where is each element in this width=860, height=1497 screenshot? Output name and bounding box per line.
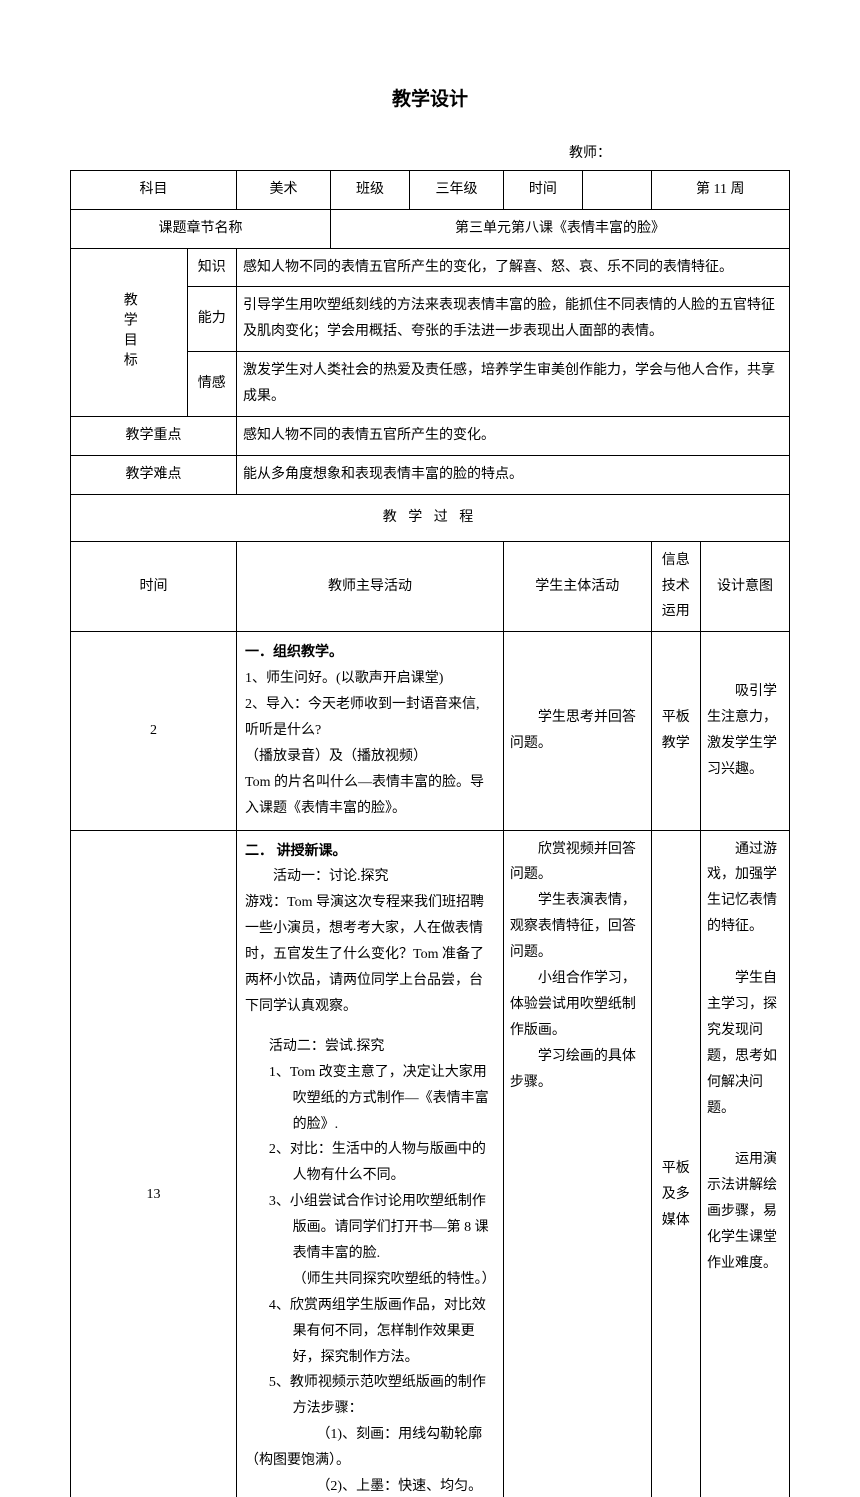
class-value: 三年级 [410,170,504,209]
row1-intent: 吸引学生注意力，激发学生学习兴趣。 [701,632,790,830]
ability-label: 能力 [187,287,236,352]
row2-sub1: 活动一：讨论.探究 [245,864,495,890]
difficulty-text: 能从多角度想象和表现表情丰富的脸的特点。 [237,455,790,494]
lesson-plan-table: 科目 美术 班级 三年级 时间 第 11 周 课题章节名称 第三单元第八课《表情… [70,170,790,1497]
spacer [245,1020,495,1034]
difficulty-label: 教学难点 [71,455,237,494]
row1-time: 2 [71,632,237,830]
table-row: 13 二． 讲授新课。 活动一：讨论.探究 游戏：Tom 导演这次专程来我们班招… [71,830,790,1497]
table-row: 2 一．组织教学。 1、师生问好。(以歌声开启课堂) 2、导入：今天老师收到一封… [71,632,790,830]
time-value [582,170,651,209]
row2-time: 13 [71,830,237,1497]
row2-para1: 游戏：Tom 导演这次专程来我们班招聘一些小演员，想考考大家，人在做表情时，五官… [245,890,495,1019]
row2-student: 欣赏视频并回答问题。 学生表演表情，观察表情特征，回答问题。 小组合作学习，体验… [503,830,651,1497]
row1-teacher: 一．组织教学。 1、师生问好。(以歌声开启课堂) 2、导入：今天老师收到一封语音… [237,632,504,830]
list-item: 2、对比：生活中的人物与版画中的人物有什么不同。 [269,1137,495,1189]
table-row: 时间 教师主导活动 学生主体活动 信息技术运用 设计意图 [71,541,790,632]
topic-value: 第三单元第八课《表情丰富的脸》 [330,209,789,248]
table-row: 教学目标 知识 感知人物不同的表情五官所产生的变化，了解喜、怒、哀、乐不同的表情… [71,248,790,287]
table-row: 教学难点 能从多角度想象和表现表情丰富的脸的特点。 [71,455,790,494]
row2-heading: 二． 讲授新课。 [245,839,495,865]
row2-intent: 通过游戏，加强学生记忆表情的特征。 学生自主学习，探究发现问题，思考如何解决问题… [701,830,790,1497]
row1-student: 学生思考并回答问题。 [503,632,651,830]
key-text: 感知人物不同的表情五官所产生的变化。 [237,417,790,456]
table-row: 科目 美术 班级 三年级 时间 第 11 周 [71,170,790,209]
row1-line: Tom 的片名叫什么—表情丰富的脸。导入课题《表情丰富的脸》。 [245,770,495,822]
list-item: （1)、刻画：用线勾勒轮廓（构图要饱满）。 [245,1422,495,1474]
col-intent: 设计意图 [701,541,790,632]
topic-label: 课题章节名称 [71,209,331,248]
emotion-text: 激发学生对人类社会的热爱及责任感，培养学生审美创作能力，学会与他人合作，共享成果… [237,352,790,417]
col-tech: 信息技术运用 [651,541,700,632]
knowledge-text: 感知人物不同的表情五官所产生的变化，了解喜、怒、哀、乐不同的表情特征。 [237,248,790,287]
key-label: 教学重点 [71,417,237,456]
ability-text: 引导学生用吹塑纸刻线的方法来表现表情丰富的脸，能抓住不同表情的人脸的五官特征及肌… [237,287,790,352]
row2-tech: 平板及多媒体 [651,830,700,1497]
table-row: 教学重点 感知人物不同的表情五官所产生的变化。 [71,417,790,456]
row1-tech: 平板教学 [651,632,700,830]
list-item: 5、教师视频示范吹塑纸版画的制作方法步骤： [269,1370,495,1422]
col-student: 学生主体活动 [503,541,651,632]
knowledge-label: 知识 [187,248,236,287]
emotion-label: 情感 [187,352,236,417]
list-item: （师生共同探究吹塑纸的特性。） [245,1267,495,1293]
row2-sub2: 活动二：尝试.探究 [245,1034,495,1060]
time-sublabel: 时间 [503,170,582,209]
week-value: 第 11 周 [651,170,789,209]
row1-line: 1、师生问好。(以歌声开启课堂) [245,666,495,692]
col-teacher: 教师主导活动 [237,541,504,632]
teacher-label: 教师： [70,143,790,165]
list-item: （2)、上墨：快速、均匀。 [245,1474,495,1497]
row1-line: 2、导入：今天老师收到一封语音来信, 听听是什么? [245,692,495,744]
table-row: 课题章节名称 第三单元第八课《表情丰富的脸》 [71,209,790,248]
table-row: 教 学 过 程 [71,494,790,541]
row2-teacher: 二． 讲授新课。 活动一：讨论.探究 游戏：Tom 导演这次专程来我们班招聘一些… [237,830,504,1497]
process-header: 教 学 过 程 [71,494,790,541]
subject-label: 科目 [71,170,237,209]
list-item: 3、小组尝试合作讨论用吹塑纸制作版画。请同学们打开书—第 8 课表情丰富的脸. [269,1189,495,1267]
subject-value: 美术 [237,170,331,209]
class-label: 班级 [330,170,409,209]
page-title: 教学设计 [70,85,790,115]
list-item: 4、欣赏两组学生版画作品，对比效果有何不同，怎样制作效果更好，探究制作方法。 [269,1293,495,1371]
objectives-group-label: 教学目标 [71,248,188,416]
row1-heading: 一．组织教学。 [245,640,495,666]
col-time: 时间 [71,541,237,632]
row1-line: （播放录音）及（播放视频） [245,744,495,770]
list-item: 1、Tom 改变主意了，决定让大家用吹塑纸的方式制作—《表情丰富的脸》. [269,1060,495,1138]
